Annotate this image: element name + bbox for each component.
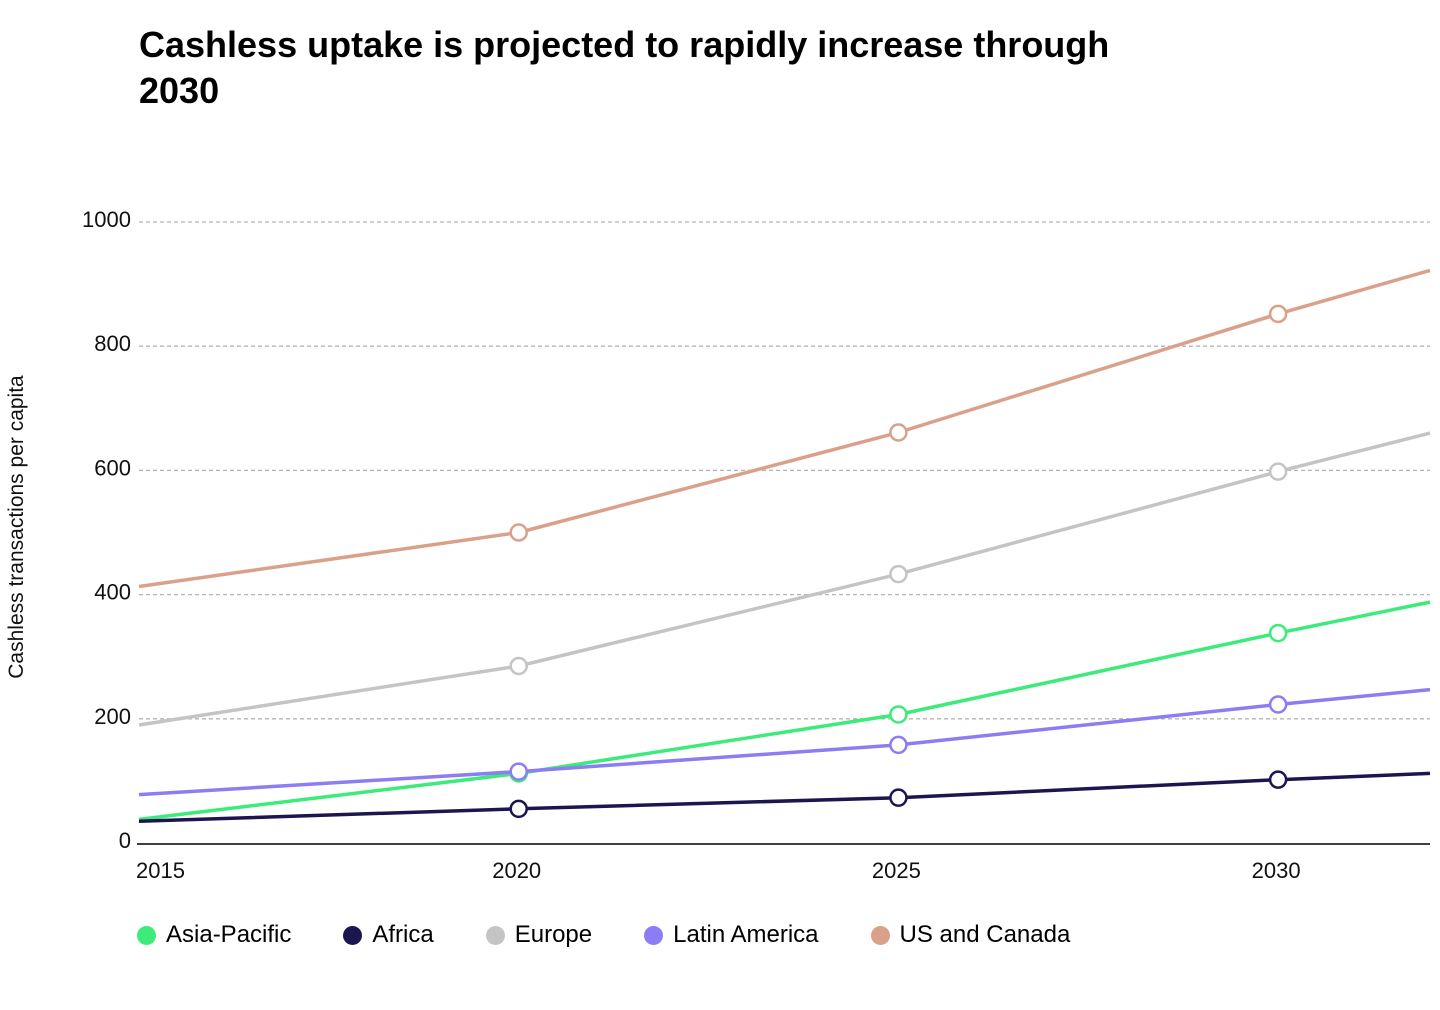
legend-item-latin-america: Latin America xyxy=(644,921,819,949)
legend-swatch xyxy=(137,925,156,945)
data-point-us-and-canada xyxy=(1268,304,1288,324)
data-point-europe xyxy=(889,564,908,584)
legend-swatch xyxy=(343,925,363,945)
y-axis-title: Cashless transactions per capita xyxy=(5,375,28,679)
y-tick-label: 400 xyxy=(94,580,131,605)
legend-item-africa: Africa xyxy=(343,921,434,949)
series-line-asia-pacific xyxy=(138,600,1431,822)
legend-label: Africa xyxy=(372,921,434,948)
series-line-us-and-canada xyxy=(138,268,1431,589)
y-tick-label: 800 xyxy=(94,331,131,356)
data-point-us-and-canada xyxy=(889,423,908,442)
series-line-latin-america xyxy=(138,687,1431,797)
y-tick-label: 600 xyxy=(94,455,131,480)
y-tick-label: 0 xyxy=(119,828,131,853)
legend-label: Latin America xyxy=(673,921,819,948)
data-point-africa xyxy=(889,788,908,807)
data-point-latin-america xyxy=(509,762,528,781)
x-tick-label: 2015 xyxy=(136,858,185,883)
x-tick-label: 2020 xyxy=(492,858,541,883)
data-point-latin-america xyxy=(889,735,908,755)
legend-item-us-and-canada: US and Canada xyxy=(870,921,1071,949)
chart-title: Cashless uptake is projected to rapidly … xyxy=(139,24,1110,111)
x-tick-label: 2030 xyxy=(1252,858,1301,883)
data-point-asia-pacific xyxy=(1268,623,1288,643)
data-point-latin-america xyxy=(1268,695,1288,714)
data-point-us-and-canada xyxy=(509,523,528,542)
legend-item-asia-pacific: Asia-Pacific xyxy=(137,921,291,949)
data-point-africa xyxy=(509,799,528,819)
legend-swatch xyxy=(485,925,505,945)
series-line-europe xyxy=(138,431,1431,727)
y-tick-label: 200 xyxy=(94,704,131,729)
data-point-europe xyxy=(1268,462,1288,481)
legend-swatch xyxy=(644,925,664,945)
line-chart: 0 200 400 600 800 1000 2015 2020 2025 2030 Cashles… xyxy=(5,207,1431,883)
legend-label: Asia-Pacific xyxy=(166,921,292,948)
x-tick-label: 2025 xyxy=(872,858,921,883)
data-point-asia-pacific xyxy=(889,705,908,724)
data-point-europe xyxy=(509,656,528,676)
y-tick-label: 1000 xyxy=(82,207,131,232)
legend-label: US and Canada xyxy=(899,921,1071,948)
legend-label: Europe xyxy=(514,921,593,948)
legend-swatch xyxy=(870,925,890,945)
chart-legend: Asia-Pacific Africa Europe Latin America US … xyxy=(137,921,1122,949)
legend-item-europe: Europe xyxy=(485,921,593,949)
data-point-africa xyxy=(1268,770,1288,789)
